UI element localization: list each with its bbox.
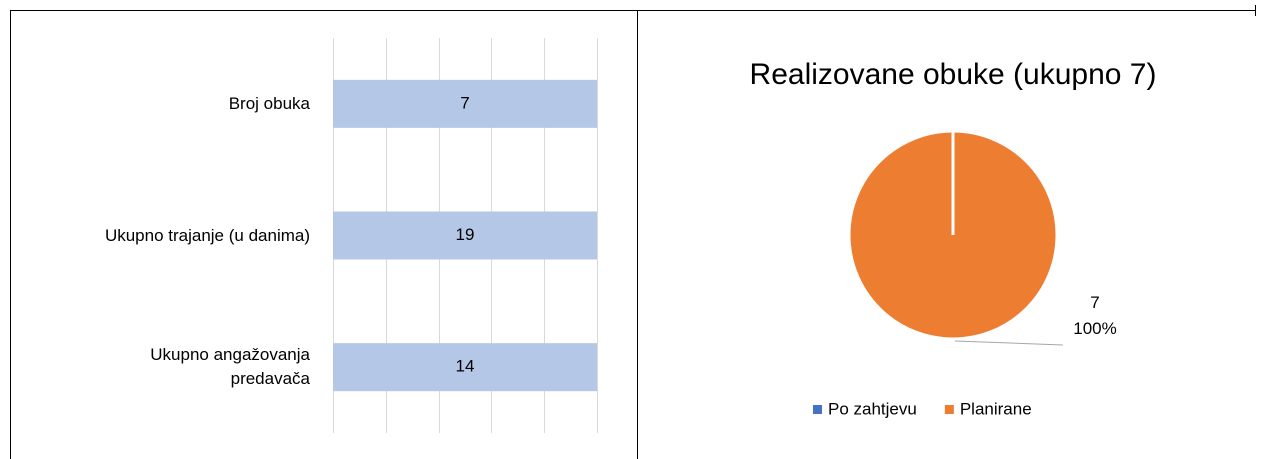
bar [333,343,597,392]
data-label: 14 [456,357,475,376]
leader-line [954,340,1064,346]
y-tick-label: Ukupno angažovanja predavača [150,345,310,389]
data-label: 19 [456,225,475,244]
pie-title: Realizovane obuke (ukupno 7) [750,58,1157,91]
data-label: 7 [460,93,469,112]
legend-swatch [944,405,954,414]
legend-swatch [813,405,822,414]
y-tick-label: Ukupno trajanje (u danima) [104,225,310,245]
legend-label: Planirane [960,399,1032,418]
y-tick-label: Broj obuka [228,93,310,113]
bar [333,79,597,128]
data-label: 7 100% [1073,293,1117,338]
legend-label: Po zahtjevu [828,399,917,418]
bar [333,211,597,260]
